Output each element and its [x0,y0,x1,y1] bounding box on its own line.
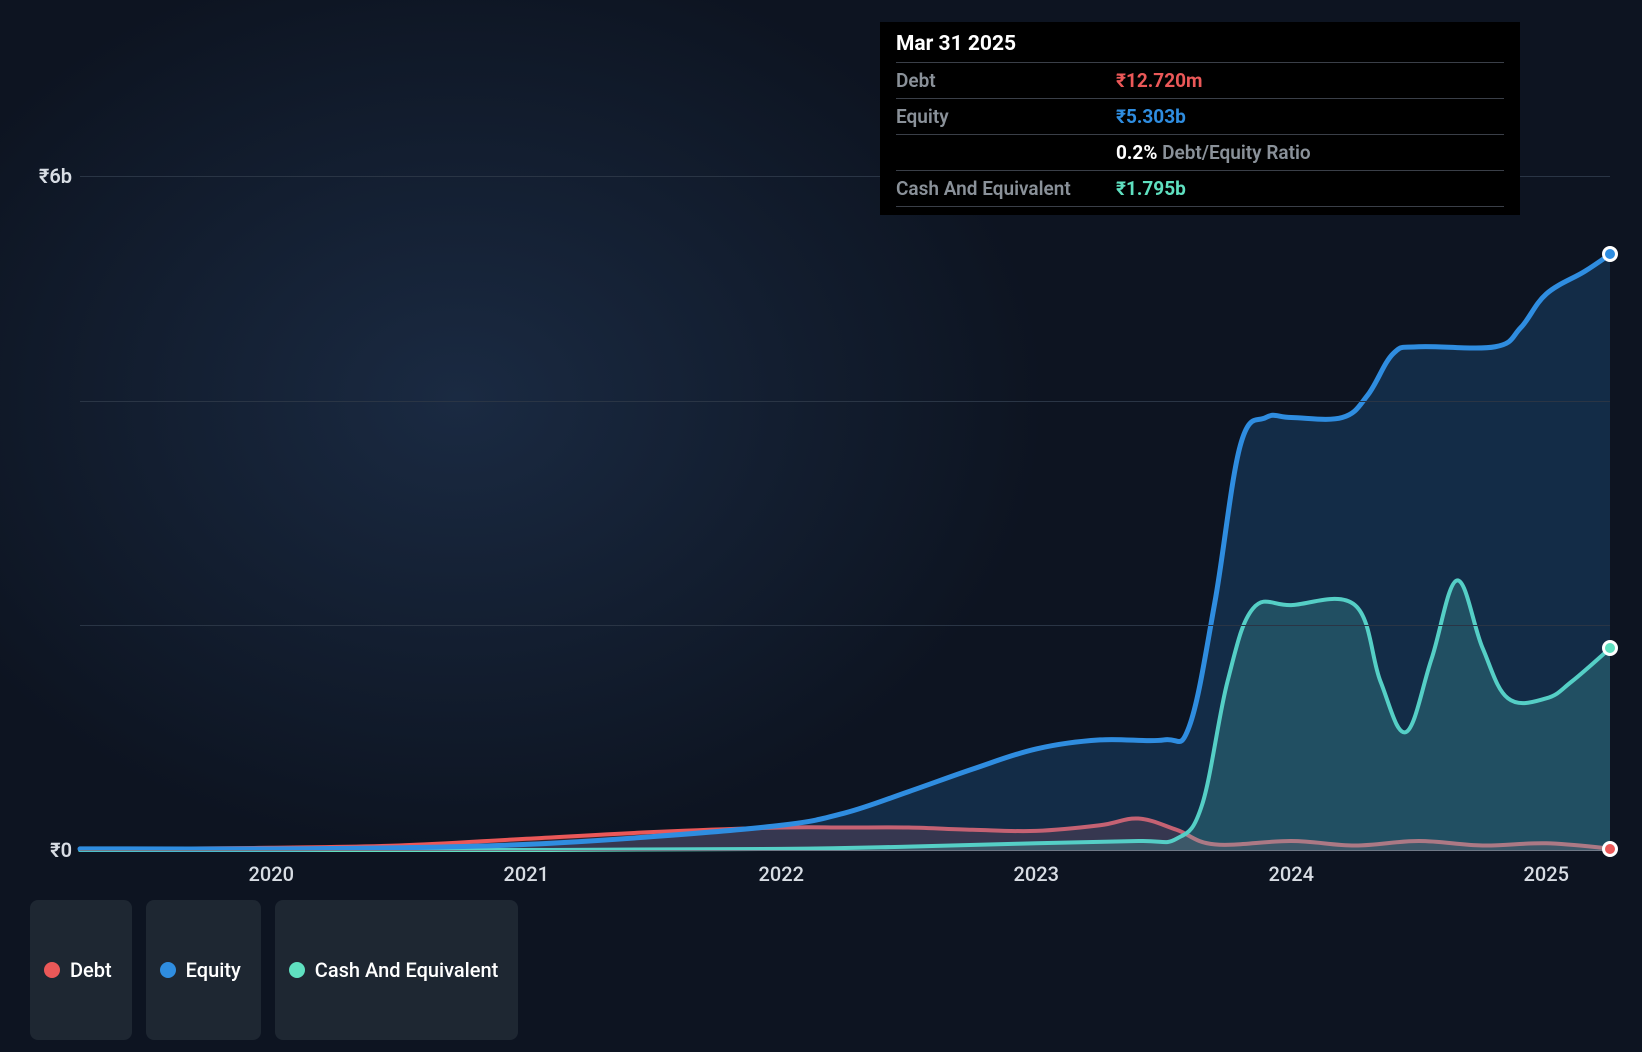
chart-legend: Debt Equity Cash And Equivalent [30,900,518,1040]
legend-dot-icon [289,962,305,978]
end-marker-debt [1602,841,1618,857]
tooltip-ratio-text: Debt/Equity Ratio [1162,141,1311,164]
legend-dot-icon [44,962,60,978]
legend-item-label: Cash And Equivalent [315,958,499,982]
series-area-equity [80,254,1610,850]
tooltip-row-label: Debt [896,69,1116,92]
tooltip-ratio-pct: 0.2% [1116,141,1162,164]
x-axis-label: 2024 [1269,862,1314,886]
chart-gridline [80,401,1610,402]
x-axis-label: 2021 [504,862,549,886]
chart-tooltip: Mar 31 2025 Debt₹12.720mEquity₹5.303b0.2… [880,22,1520,215]
y-axis-label: ₹6b [39,164,72,188]
tooltip-row: 0.2% Debt/Equity Ratio [896,135,1504,171]
tooltip-row-label: Equity [896,105,1116,128]
chart-baseline [80,850,1610,851]
legend-item-label: Debt [70,958,112,982]
legend-item-equity[interactable]: Equity [146,900,261,1040]
y-axis-label: ₹0 [50,838,72,862]
tooltip-row-value: ₹12.720m [1116,69,1202,92]
tooltip-row: Debt₹12.720m [896,63,1504,99]
tooltip-row-value: ₹1.795b [1116,177,1186,200]
x-axis-label: 2025 [1524,862,1569,886]
tooltip-row-value: ₹5.303b [1116,105,1186,128]
legend-item-label: Equity [186,958,241,982]
legend-dot-icon [160,962,176,978]
x-axis-label: 2022 [759,862,804,886]
tooltip-row-label: Cash And Equivalent [896,177,1116,200]
tooltip-rows: Debt₹12.720mEquity₹5.303b0.2% Debt/Equit… [896,63,1504,207]
legend-item-cash-and-equivalent[interactable]: Cash And Equivalent [275,900,519,1040]
tooltip-row: Equity₹5.303b [896,99,1504,135]
chart-gridline [80,625,1610,626]
x-axis-label: 2020 [249,862,294,886]
legend-item-debt[interactable]: Debt [30,900,132,1040]
end-marker-cash [1602,640,1618,656]
tooltip-row-label [896,141,1116,164]
financial-chart: ₹0 ₹6b 2020 2021 2022 2023 2024 2025 Mar 31 202… [0,0,1642,1052]
tooltip-date: Mar 31 2025 [896,32,1504,63]
end-marker-equity [1602,246,1618,262]
tooltip-row: Cash And Equivalent₹1.795b [896,171,1504,207]
tooltip-row-ratio: 0.2% Debt/Equity Ratio [1116,141,1311,164]
x-axis-label: 2023 [1014,862,1059,886]
